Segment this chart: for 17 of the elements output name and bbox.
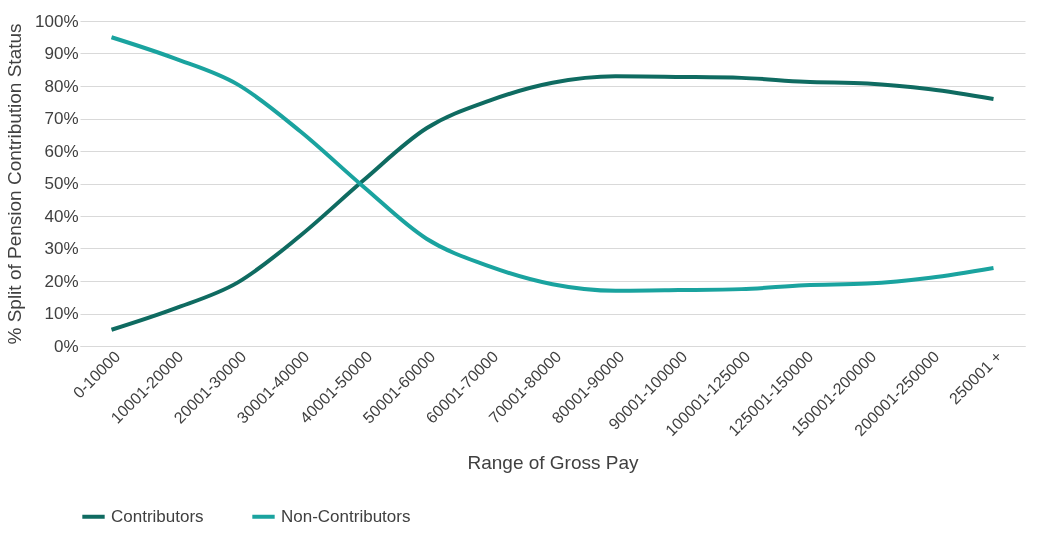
y-tick-label: 30% bbox=[44, 239, 79, 258]
y-tick-label: 20% bbox=[44, 271, 79, 291]
y-tick-label: 10% bbox=[44, 304, 79, 323]
y-tick-label: 40% bbox=[44, 206, 79, 226]
legend-label: Non-Contributors bbox=[281, 506, 411, 526]
x-axis-title: Range of Gross Pay bbox=[467, 452, 640, 474]
y-tick-label: 90% bbox=[44, 44, 79, 63]
y-tick-label: 80% bbox=[44, 76, 79, 96]
line-series bbox=[109, 74, 996, 332]
y-tick-label: 70% bbox=[44, 109, 79, 128]
y-tick-label: 100% bbox=[35, 11, 79, 31]
y-tick-label: 0% bbox=[53, 336, 79, 356]
y-tick-label: 60% bbox=[44, 141, 79, 161]
y-tick-label: 50% bbox=[44, 174, 79, 193]
line-series bbox=[109, 35, 996, 293]
legend-label: Contributors bbox=[111, 506, 204, 526]
y-axis-title: % Split of Pension Contribution Status bbox=[4, 23, 26, 345]
